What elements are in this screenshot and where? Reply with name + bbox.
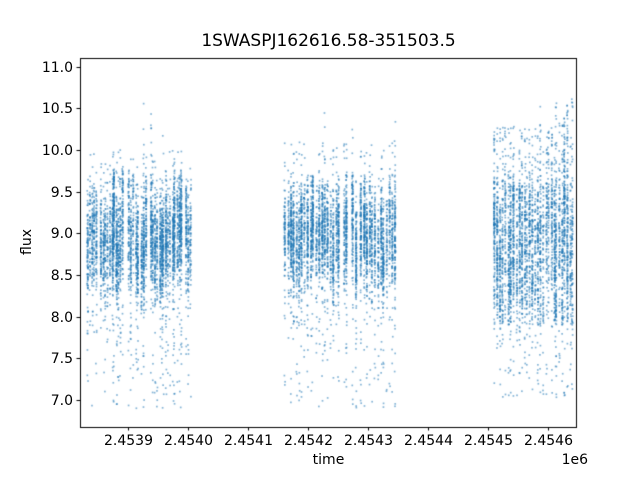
x-tick-label: 2.4546 xyxy=(524,433,573,449)
y-tick-label: 9.0 xyxy=(50,225,73,242)
x-tick-label: 2.4544 xyxy=(404,433,453,449)
x-axis-label: time xyxy=(312,452,345,468)
x-tick-label: 2.4540 xyxy=(164,433,213,449)
y-tick-label: 10.5 xyxy=(41,100,73,117)
y-tick-label: 7.5 xyxy=(50,350,73,367)
x-tick-label: 2.4543 xyxy=(344,433,393,449)
x-tick-label: 2.4541 xyxy=(224,433,273,449)
chart-title: 1SWASPJ162616.58-351503.5 xyxy=(201,31,456,51)
y-tick-label: 11.0 xyxy=(41,59,73,76)
y-tick-label: 8.0 xyxy=(50,309,73,326)
y-tick-label: 10.0 xyxy=(41,142,73,159)
x-axis-offset-label: 1e6 xyxy=(561,452,588,468)
x-tick-label: 2.4542 xyxy=(284,433,333,449)
y-tick-label: 8.5 xyxy=(50,267,73,284)
y-tick-label: 7.0 xyxy=(50,392,73,409)
y-axis-label: flux xyxy=(19,229,35,255)
x-tick-label: 2.4539 xyxy=(104,433,153,449)
y-tick-label: 9.5 xyxy=(50,184,73,201)
x-tick-label: 2.4545 xyxy=(464,433,513,449)
